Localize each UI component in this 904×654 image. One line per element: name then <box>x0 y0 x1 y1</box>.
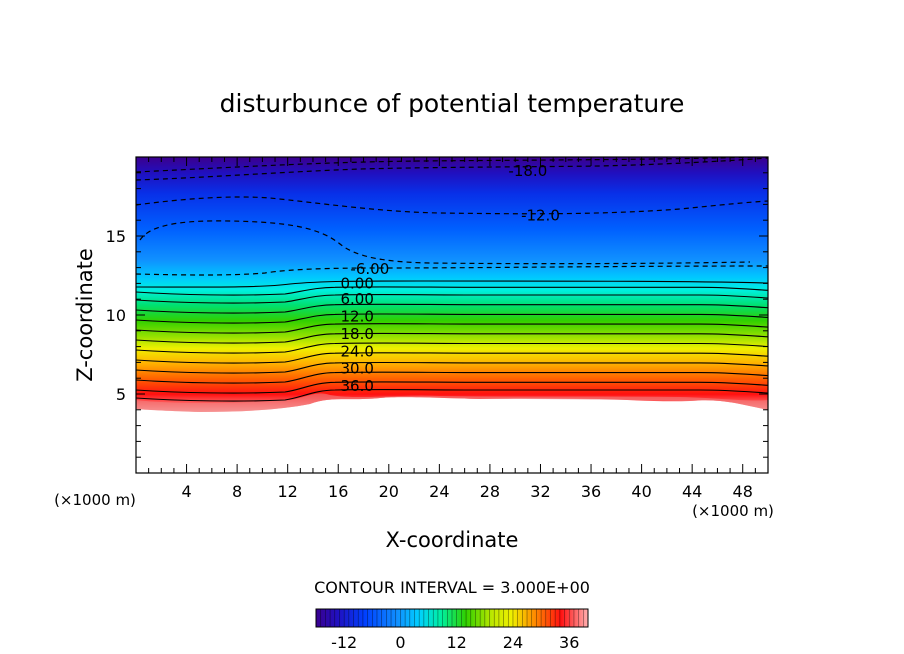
x-tick-label: 16 <box>328 482 348 501</box>
contour-line-positive <box>136 381 768 394</box>
contour-line-positive <box>136 342 768 354</box>
y-tick-labels: 5 10 15 <box>106 227 126 404</box>
contour-line-zero <box>136 280 768 288</box>
x-unit-left: (×1000 m) <box>54 491 136 509</box>
contour-label: -12.0 <box>521 206 560 224</box>
contour-lines <box>136 157 768 402</box>
x-tick-label: 8 <box>232 482 242 501</box>
chart-title: disturbunce of potential temperature <box>220 89 685 118</box>
contour-label: 0.00 <box>340 274 373 292</box>
colorbar-tick-label: -12 <box>331 633 357 652</box>
x-tick-label: 24 <box>429 482 449 501</box>
temperature-field <box>136 157 768 412</box>
x-tick-label: 40 <box>631 482 651 501</box>
colorbar-dividers <box>320 609 584 627</box>
x-tick-label: 44 <box>682 482 702 501</box>
contour-labels: -18.0 -12.0 -6.000.006.0012.018.024.030.03… <box>340 162 559 395</box>
contour-label: 30.0 <box>340 360 373 378</box>
x-tick-label: 32 <box>530 482 550 501</box>
colorbar-tick-label: 24 <box>503 633 523 652</box>
contour-label: 24.0 <box>340 342 373 360</box>
contour-label: 6.00 <box>340 290 373 308</box>
contour-line-positive <box>136 371 768 384</box>
x-tick-label: 20 <box>379 482 399 501</box>
contour-label: 36.0 <box>340 377 373 395</box>
contour-line-positive <box>136 361 768 374</box>
plot-area <box>136 157 768 412</box>
x-axis-label: X-coordinate <box>386 528 519 552</box>
contour-line-negative <box>136 157 768 181</box>
colorbar-tick-label: 0 <box>395 633 405 652</box>
contour-line-positive <box>136 303 768 314</box>
contour-label: 12.0 <box>340 308 373 326</box>
contour-label: -6.00 <box>350 260 389 278</box>
contour-line-negative <box>136 196 768 215</box>
y-tick-marks <box>136 172 768 458</box>
contour-line-positive <box>136 313 768 324</box>
contour-line-positive <box>136 294 768 304</box>
contour-label: -18.0 <box>508 162 547 180</box>
lower-salmon-band <box>136 393 768 412</box>
contour-line-positive <box>136 286 768 296</box>
contour-interval-text: CONTOUR INTERVAL = 3.000E+00 <box>314 578 590 597</box>
contour-line-negative <box>139 220 751 265</box>
contour-line-positive <box>136 332 768 344</box>
x-tick-label: 48 <box>733 482 753 501</box>
y-tick-label: 15 <box>106 227 126 246</box>
contour-line-positive <box>136 323 768 334</box>
contour-line-negative <box>136 265 768 276</box>
x-tick-labels: 4 8 12 16 20 24 28 32 36 40 44 48 <box>181 482 752 501</box>
x-tick-label: 12 <box>278 482 298 501</box>
x-tick-label: 4 <box>181 482 191 501</box>
contour-line-positive <box>136 389 768 402</box>
contour-label: 18.0 <box>340 325 373 343</box>
y-tick-label: 10 <box>106 306 126 325</box>
colorbar-ticks: -12 0 12 24 36 <box>331 633 579 652</box>
x-tick-marks <box>148 157 756 473</box>
colorbar-tick-label: 36 <box>559 633 579 652</box>
y-tick-label: 5 <box>116 385 126 404</box>
contour-line-negative <box>136 157 761 173</box>
x-unit-right: (×1000 m) <box>692 502 774 520</box>
contour-line-positive <box>136 352 768 364</box>
y-axis-label: Z-coordinate <box>73 248 97 382</box>
x-tick-label: 28 <box>480 482 500 501</box>
x-tick-label: 36 <box>581 482 601 501</box>
colorbar-tick-label: 12 <box>447 633 467 652</box>
